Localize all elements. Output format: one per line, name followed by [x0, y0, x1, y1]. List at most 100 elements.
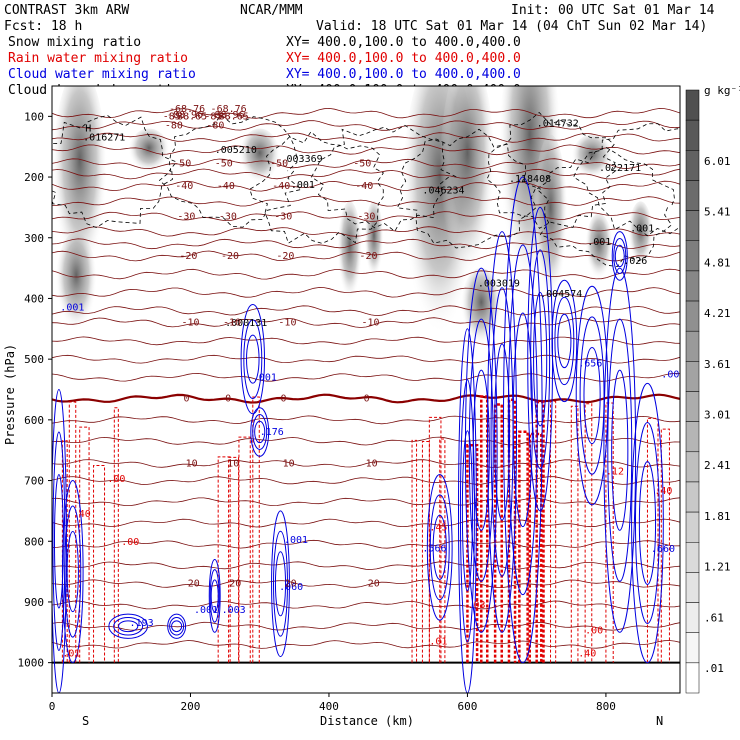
isotherm-label: -88.65 [213, 111, 249, 122]
y-axis-label: Pressure (hPa) [3, 344, 17, 445]
colorbar-swatch [685, 361, 700, 392]
cloud-water-contour [554, 296, 575, 386]
isotherm-line [52, 132, 680, 143]
cloud-water-contour [607, 318, 633, 582]
contour-label: .005210 [215, 145, 257, 156]
ice-contour [310, 124, 457, 232]
cloud-water-contour [459, 379, 475, 643]
cloud-water-contour [551, 279, 578, 403]
center-title: NCAR/MMM [240, 3, 303, 18]
cloud-water-contour [611, 369, 629, 531]
cloud-water-contour [254, 420, 266, 444]
contour-label: .01 [429, 636, 447, 647]
cloud-water-contour [533, 291, 548, 427]
contour-label: .40 [654, 486, 672, 497]
cloud-water-contour [603, 267, 637, 633]
snow-blob [364, 201, 384, 287]
field-label-rain: Rain water mixing ratio [8, 51, 188, 66]
field-xy-snow: XY= 400.0,100.0 to 400.0,400.0 [286, 35, 521, 50]
ice-contour [158, 114, 303, 228]
rain-contour [113, 407, 119, 663]
plot-frame [51, 85, 681, 694]
y-tick-label: 400 [24, 292, 44, 305]
contour-label: .022171 [599, 163, 641, 174]
isotherm-line [52, 107, 680, 119]
colorbar-unit: g kg⁻¹ [704, 84, 740, 97]
isotherm-label: -10 [223, 318, 241, 329]
rain-contour [480, 395, 489, 663]
colorbar-label: 3.01 [704, 409, 731, 422]
cloud-water-contour [579, 316, 605, 475]
cloud-water-contour [426, 473, 453, 621]
contour-label: .001 [291, 180, 315, 191]
colorbar-swatch [685, 451, 700, 483]
rain-contour [428, 416, 442, 663]
x-axis-label: Distance (km) [320, 714, 414, 728]
isotherm-line [52, 287, 680, 298]
contour-label: .12 [606, 466, 624, 477]
model-title: CONTRAST 3km ARW [4, 3, 129, 18]
contour-label: .046234 [422, 185, 464, 196]
isotherm-line [52, 459, 680, 468]
contour-label: .566 [422, 544, 446, 555]
contour-labels: H.016271 .005210 .003369 .046234 .118408 .014… [60, 104, 680, 660]
rain-contour [535, 400, 545, 663]
isotherm-label: -10 [278, 318, 296, 329]
isotherm-line [52, 120, 680, 131]
cloud-water-contour [66, 531, 79, 613]
y-tick-label: 800 [24, 535, 44, 548]
rain-contour [550, 401, 557, 663]
cloud-water-contour [113, 616, 144, 636]
isotherm-label: 0 [364, 394, 370, 405]
colorbar-swatch [685, 240, 700, 272]
field-xy-cloud-water: XY= 400.0,100.0 to 400.0,400.0 [286, 67, 521, 82]
cloud-water-contour [530, 249, 551, 469]
colorbar-label: .01 [704, 662, 724, 675]
ice-contour [249, 131, 384, 244]
cloud-water-contour [246, 334, 260, 384]
colorbar-swatch [685, 150, 700, 181]
cloud-water-contour [464, 267, 498, 633]
chart-header: CONTRAST 3km ARW NCAR/MMM Init: 00 UTC S… [4, 3, 715, 34]
isotherm-label: -20 [359, 251, 377, 262]
y-tick-label: 500 [24, 353, 44, 366]
y-tick-label: 600 [24, 414, 44, 427]
rain-contour [217, 456, 231, 663]
colorbar-label: .61 [704, 611, 724, 624]
isotherm-line [52, 168, 680, 180]
isotherm-label: 10 [227, 459, 239, 470]
contour-label: .118408 [509, 174, 551, 185]
isotherm-label: -20 [276, 251, 294, 262]
valid-time: Valid: 18 UTC Sat 01 Mar 14 (04 ChT Sun … [316, 19, 707, 34]
isotherm-label: 20 [188, 579, 200, 590]
contour-label: .193 [130, 618, 154, 629]
x-tick-label: 0 [49, 700, 56, 713]
isotherm-label: -50 [215, 159, 233, 170]
cloud-water-contours [52, 176, 664, 693]
isotherm-label: -20 [221, 251, 239, 262]
cloud-water-contour [613, 237, 627, 274]
snow-blob [337, 201, 363, 311]
isotherm-line [52, 336, 680, 346]
isotherm-label: -10 [361, 318, 379, 329]
isotherm-line [52, 354, 680, 364]
cloud-water-contour [64, 505, 82, 638]
colorbar-swatch [685, 89, 700, 121]
cloud-water-contour [429, 494, 450, 601]
isotherm-label: 0 [184, 394, 190, 405]
colorbar-label: 4.21 [704, 307, 731, 320]
rain-contour [584, 403, 593, 663]
cloud-water-contour [240, 304, 265, 415]
contour-label: .000131 [225, 318, 267, 329]
contour-label: .45 [429, 522, 447, 533]
isotherm-line [52, 579, 680, 588]
contour-label: .003019 [478, 278, 520, 289]
cloud-water-contour [61, 480, 84, 664]
cloud-water-contour [461, 430, 473, 592]
isotherm-line [52, 144, 680, 156]
isotherm-line [52, 476, 680, 485]
y-tick-label: 1000 [18, 657, 45, 670]
ice-contour [52, 114, 178, 229]
contour-label: .014732 [537, 119, 579, 130]
colorbar-swatch [685, 421, 700, 453]
